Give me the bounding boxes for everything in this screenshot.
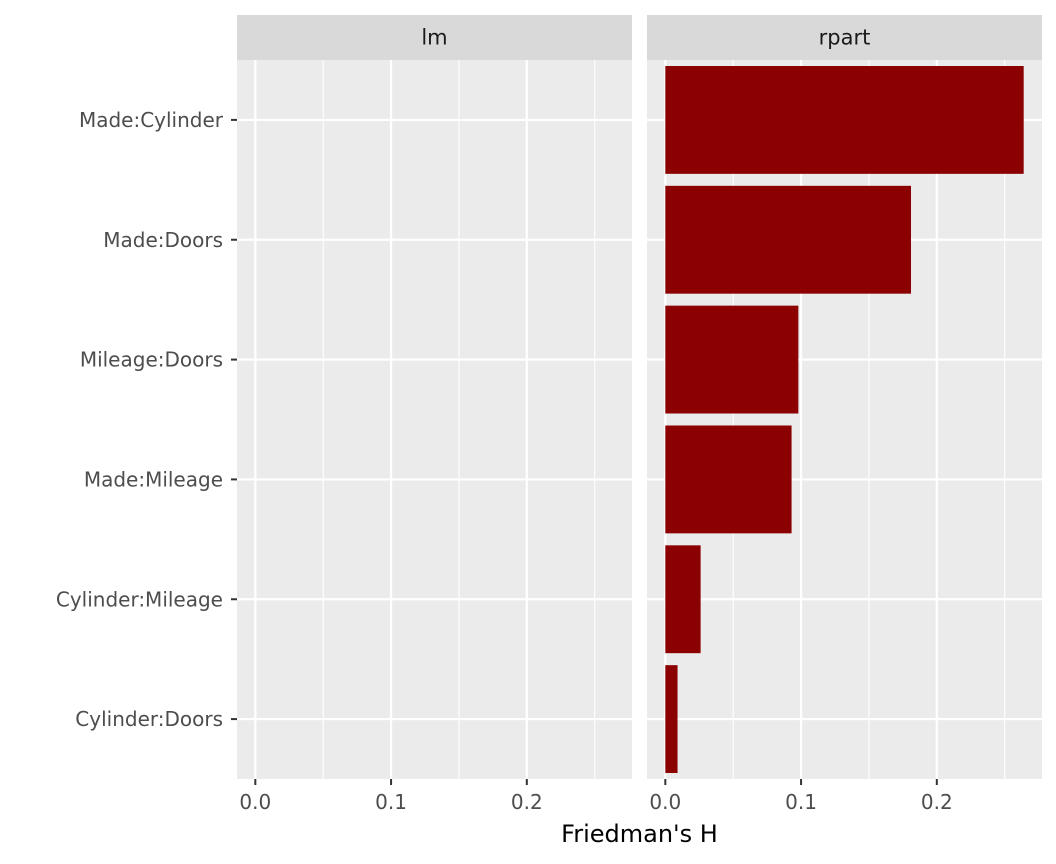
bar-cylinder-mileage — [665, 545, 701, 654]
y-tick-label: Cylinder:Mileage — [56, 587, 223, 611]
y-tick-label: Mileage:Doors — [80, 348, 223, 372]
x-tick-label: 0.0 — [649, 790, 681, 814]
strip-background — [237, 15, 632, 60]
x-axis-title: Friedman's H — [561, 820, 718, 848]
facet-panel-lm: lm 0.0 0.1 0.2 — [237, 15, 632, 814]
strip-label: rpart — [819, 26, 871, 50]
x-tick-label: 0.2 — [921, 790, 953, 814]
x-tick-label: 0.1 — [375, 790, 407, 814]
facet-panel-rpart: rpart 0.0 0.1 0.2 — [647, 15, 1042, 814]
y-tick-label: Cylinder:Doors — [75, 707, 223, 731]
x-tick-label: 0.0 — [239, 790, 271, 814]
facet-panels: lm 0.0 0.1 0.2 rpart 0.0 0.1 0.2 — [237, 15, 1042, 814]
bar-mileage-doors — [665, 305, 799, 414]
panel-background — [647, 60, 1042, 779]
strip-background — [647, 15, 1042, 60]
x-tick-label: 0.2 — [511, 790, 543, 814]
bar-made-cylinder — [665, 65, 1024, 174]
panel-background — [237, 60, 632, 779]
bar-made-mileage — [665, 425, 792, 534]
y-tick-label: Made:Cylinder — [79, 108, 224, 132]
x-tick-label: 0.1 — [785, 790, 817, 814]
y-axis: Made:Cylinder Made:Doors Mileage:Doors Made… — [56, 108, 237, 731]
y-tick-label: Made:Doors — [103, 228, 223, 252]
bar-cylinder-doors — [665, 665, 678, 774]
y-tick-label: Made:Mileage — [84, 467, 223, 491]
strip-label: lm — [421, 26, 447, 50]
bar-made-doors — [665, 185, 912, 294]
